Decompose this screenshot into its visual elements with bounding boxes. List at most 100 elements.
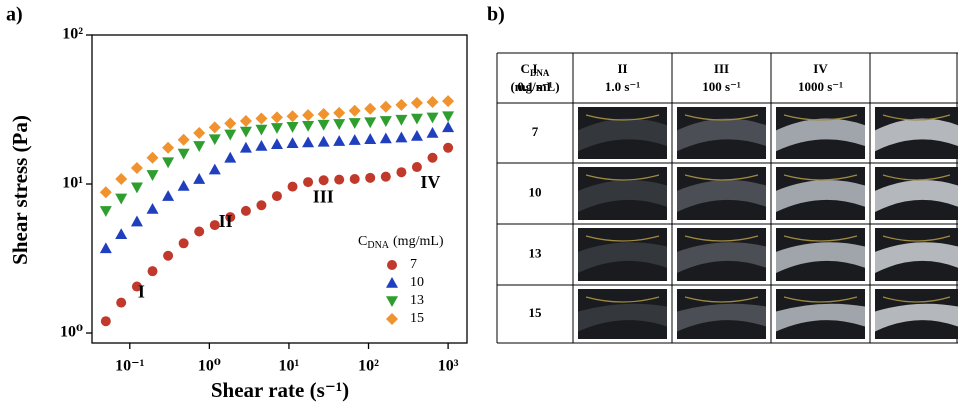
point [163,250,174,261]
legend-marker [386,313,398,325]
point [302,120,315,132]
x-axis-title: Shear rate (s⁻¹) [211,378,349,402]
photo-arc [585,174,660,181]
photo-band [875,303,958,332]
legend-title-subscript: DNA [367,240,389,251]
panel-label: a) [6,4,23,26]
point [348,104,361,117]
point [146,151,159,164]
photo-band [875,118,958,152]
photo-band [578,242,667,274]
point [411,162,422,173]
point [177,133,190,146]
column-header: 1.0 s⁻¹ [605,79,640,94]
photo-band [776,180,865,213]
row-header: 15 [529,305,543,320]
point [303,177,314,188]
legend-marker [386,296,398,307]
point [395,131,408,143]
photo-arc [783,174,858,181]
photo-arc [882,296,951,303]
x-tick-label: 10² [358,358,379,375]
point [255,112,268,125]
photo-arc [684,235,759,242]
point [427,152,438,163]
point [334,174,345,185]
legend-marker [387,260,397,270]
photo-arc [585,114,660,121]
annotation: III [313,187,334,207]
x-tick-label: 10¹ [279,358,300,375]
point [426,126,439,138]
photo-band [578,303,667,332]
point [193,141,206,152]
table-corner-part: C [521,61,530,76]
photo-arc [585,296,660,303]
point [395,98,408,111]
point [146,202,159,214]
point [130,162,143,175]
point [208,134,221,146]
row-header: 7 [532,124,539,139]
point [116,297,127,308]
panel-label: b) [487,4,505,26]
photo-band [677,242,766,274]
photo-arc [783,114,858,121]
point [380,171,391,182]
column-header: II [617,61,627,76]
point [115,228,128,240]
point [302,109,315,122]
point [410,113,423,125]
column-header: 1000 s⁻¹ [798,79,843,94]
annotation: IV [420,172,440,192]
point [178,238,189,249]
point [286,110,299,123]
point [256,200,267,211]
photo-arc [783,296,858,303]
point [302,136,315,148]
point [162,190,175,201]
point [426,96,439,109]
point [209,220,220,231]
point [130,215,143,227]
point [349,174,360,185]
point [442,95,455,108]
point [442,121,455,133]
point [240,205,251,216]
point [255,124,268,136]
photo-band [578,180,667,213]
point [379,132,392,144]
point [348,118,361,129]
point [379,100,392,113]
point [130,182,143,194]
point [99,186,112,199]
photo-band [776,118,865,152]
point [271,191,282,202]
column-header: IV [813,61,828,76]
point [364,102,377,115]
point [131,281,142,292]
point [208,121,221,134]
point [270,123,283,134]
photo-band [677,180,766,213]
point [410,129,423,141]
point [239,126,252,138]
photo-arc [783,235,858,242]
point [317,108,330,121]
point [147,266,158,277]
table-corner-part: DNA [530,68,550,78]
point [162,157,175,169]
point [99,206,112,217]
annotation: I [138,281,145,301]
x-tick-label: 10⁰ [198,358,221,375]
column-header: III [714,61,729,76]
point [286,122,299,133]
photo-arc [882,174,951,181]
point [193,173,206,184]
plot-frame [91,34,468,344]
legend-label: 15 [410,311,424,326]
y-tick-label: 10² [62,26,83,43]
point [318,175,329,186]
row-header: 13 [529,245,543,260]
legend-marker [386,277,398,288]
